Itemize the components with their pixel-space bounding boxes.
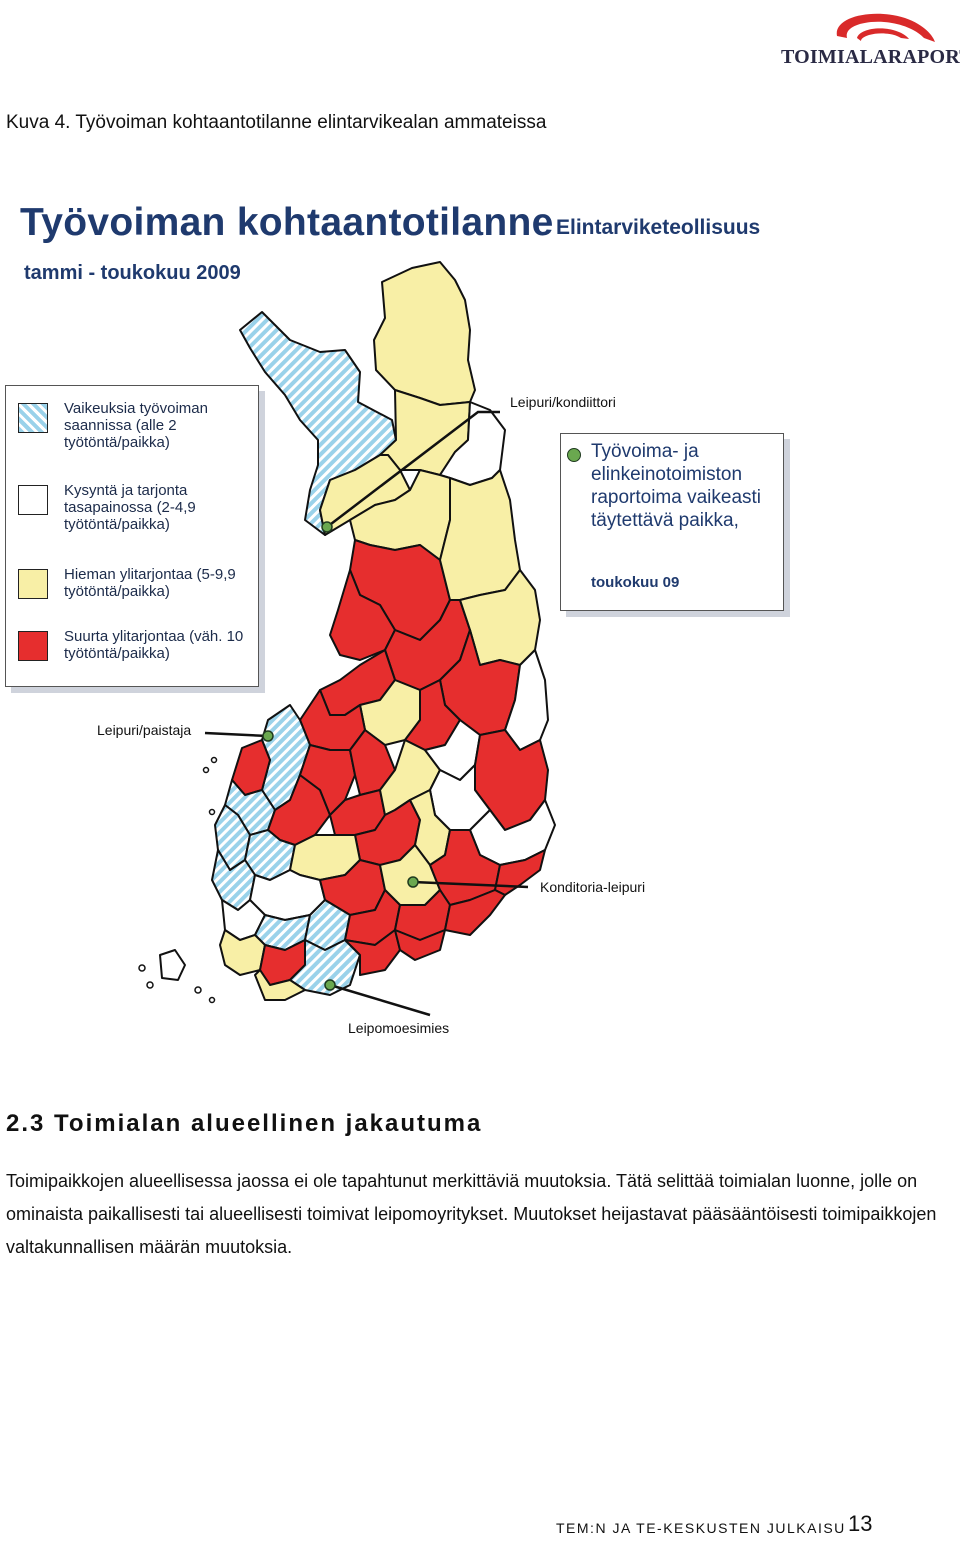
legend-label: Hieman ylitarjontaa (5-9,9 työtöntä/paik… bbox=[64, 566, 236, 600]
logo-text: TOIMIALARAPORTIT bbox=[781, 46, 960, 68]
legend-swatch-white bbox=[18, 485, 48, 515]
region-oulu-north bbox=[329, 569, 396, 661]
info-box-date: toukokuu 09 bbox=[591, 574, 680, 591]
region-lapland-north bbox=[373, 261, 476, 406]
legend-label: Vaikeuksia työvoiman saannissa (alle 2 t… bbox=[64, 400, 208, 451]
map-period: tammi - toukokuu 2009 bbox=[24, 262, 241, 284]
region-raasepori bbox=[254, 969, 306, 1001]
callout-leipuri-paistaja: Leipuri/paistaja bbox=[97, 722, 192, 738]
vacancy-marker-kondiittori bbox=[321, 521, 333, 533]
map-subtitle: Elintarviketeollisuus bbox=[556, 216, 761, 239]
body-paragraph: Toimipaikkojen alueellisessa jaossa ei o… bbox=[6, 1171, 937, 1257]
region-imatra bbox=[494, 849, 546, 896]
callout-konditoria-leipuri: Konditoria-leipuri bbox=[540, 879, 646, 895]
callout-leipomoesimies: Leipomoesimies bbox=[348, 1020, 450, 1036]
callout-line-paistaja bbox=[204, 731, 269, 738]
toimialaraportit-logo: TOIMIALARAPORTIT bbox=[775, 8, 960, 70]
legend-label: Kysyntä ja tarjonta tasapainossa (2-4,9 … bbox=[64, 482, 196, 533]
figure-caption: Kuva 4. Työvoiman kohtaantotilanne elint… bbox=[6, 112, 547, 133]
callout-line-esimies bbox=[329, 983, 431, 1017]
map-legend: Vaikeuksia työvoiman saannissa (alle 2 t… bbox=[5, 385, 259, 687]
finland-region-map bbox=[138, 261, 556, 1017]
vacancy-marker-icon bbox=[567, 448, 581, 462]
region-kotka bbox=[394, 929, 446, 961]
vacancy-info-box: Työvoima- ja elinkeinotoimiston raportoi… bbox=[560, 433, 784, 611]
legend-label: Suurta ylitarjontaa (väh. 10 työtöntä/pa… bbox=[64, 628, 244, 662]
legend-swatch-yellow bbox=[18, 569, 48, 599]
region-posio-kuusamo bbox=[439, 469, 521, 601]
legend-swatch-hatched-blue bbox=[18, 403, 48, 433]
vacancy-marker-esimies bbox=[324, 979, 336, 991]
vacancy-marker-paistaja bbox=[262, 730, 274, 742]
region-porvoo bbox=[344, 929, 401, 976]
info-box-text: Työvoima- ja elinkeinotoimiston raportoi… bbox=[591, 441, 762, 531]
region-aland bbox=[159, 949, 186, 981]
footer-label: TEM:N JA TE-KESKUSTEN JULKAISU bbox=[556, 1520, 846, 1536]
callout-leipuri-kondiittori: Leipuri/kondiittori bbox=[510, 394, 616, 410]
callout-line-konditoria bbox=[412, 880, 529, 889]
section-heading: 2.3 Toimialan alueellinen jakautuma bbox=[6, 1110, 483, 1137]
legend-swatch-red bbox=[18, 631, 48, 661]
vacancy-marker-konditoria bbox=[407, 876, 419, 888]
region-lappeenranta bbox=[444, 889, 506, 936]
callout-line-kondiittori bbox=[326, 410, 500, 528]
map-title: Työvoiman kohtaantotilanne bbox=[20, 201, 554, 244]
region-helsinki bbox=[289, 939, 361, 996]
page-number: 13 bbox=[848, 1511, 873, 1536]
